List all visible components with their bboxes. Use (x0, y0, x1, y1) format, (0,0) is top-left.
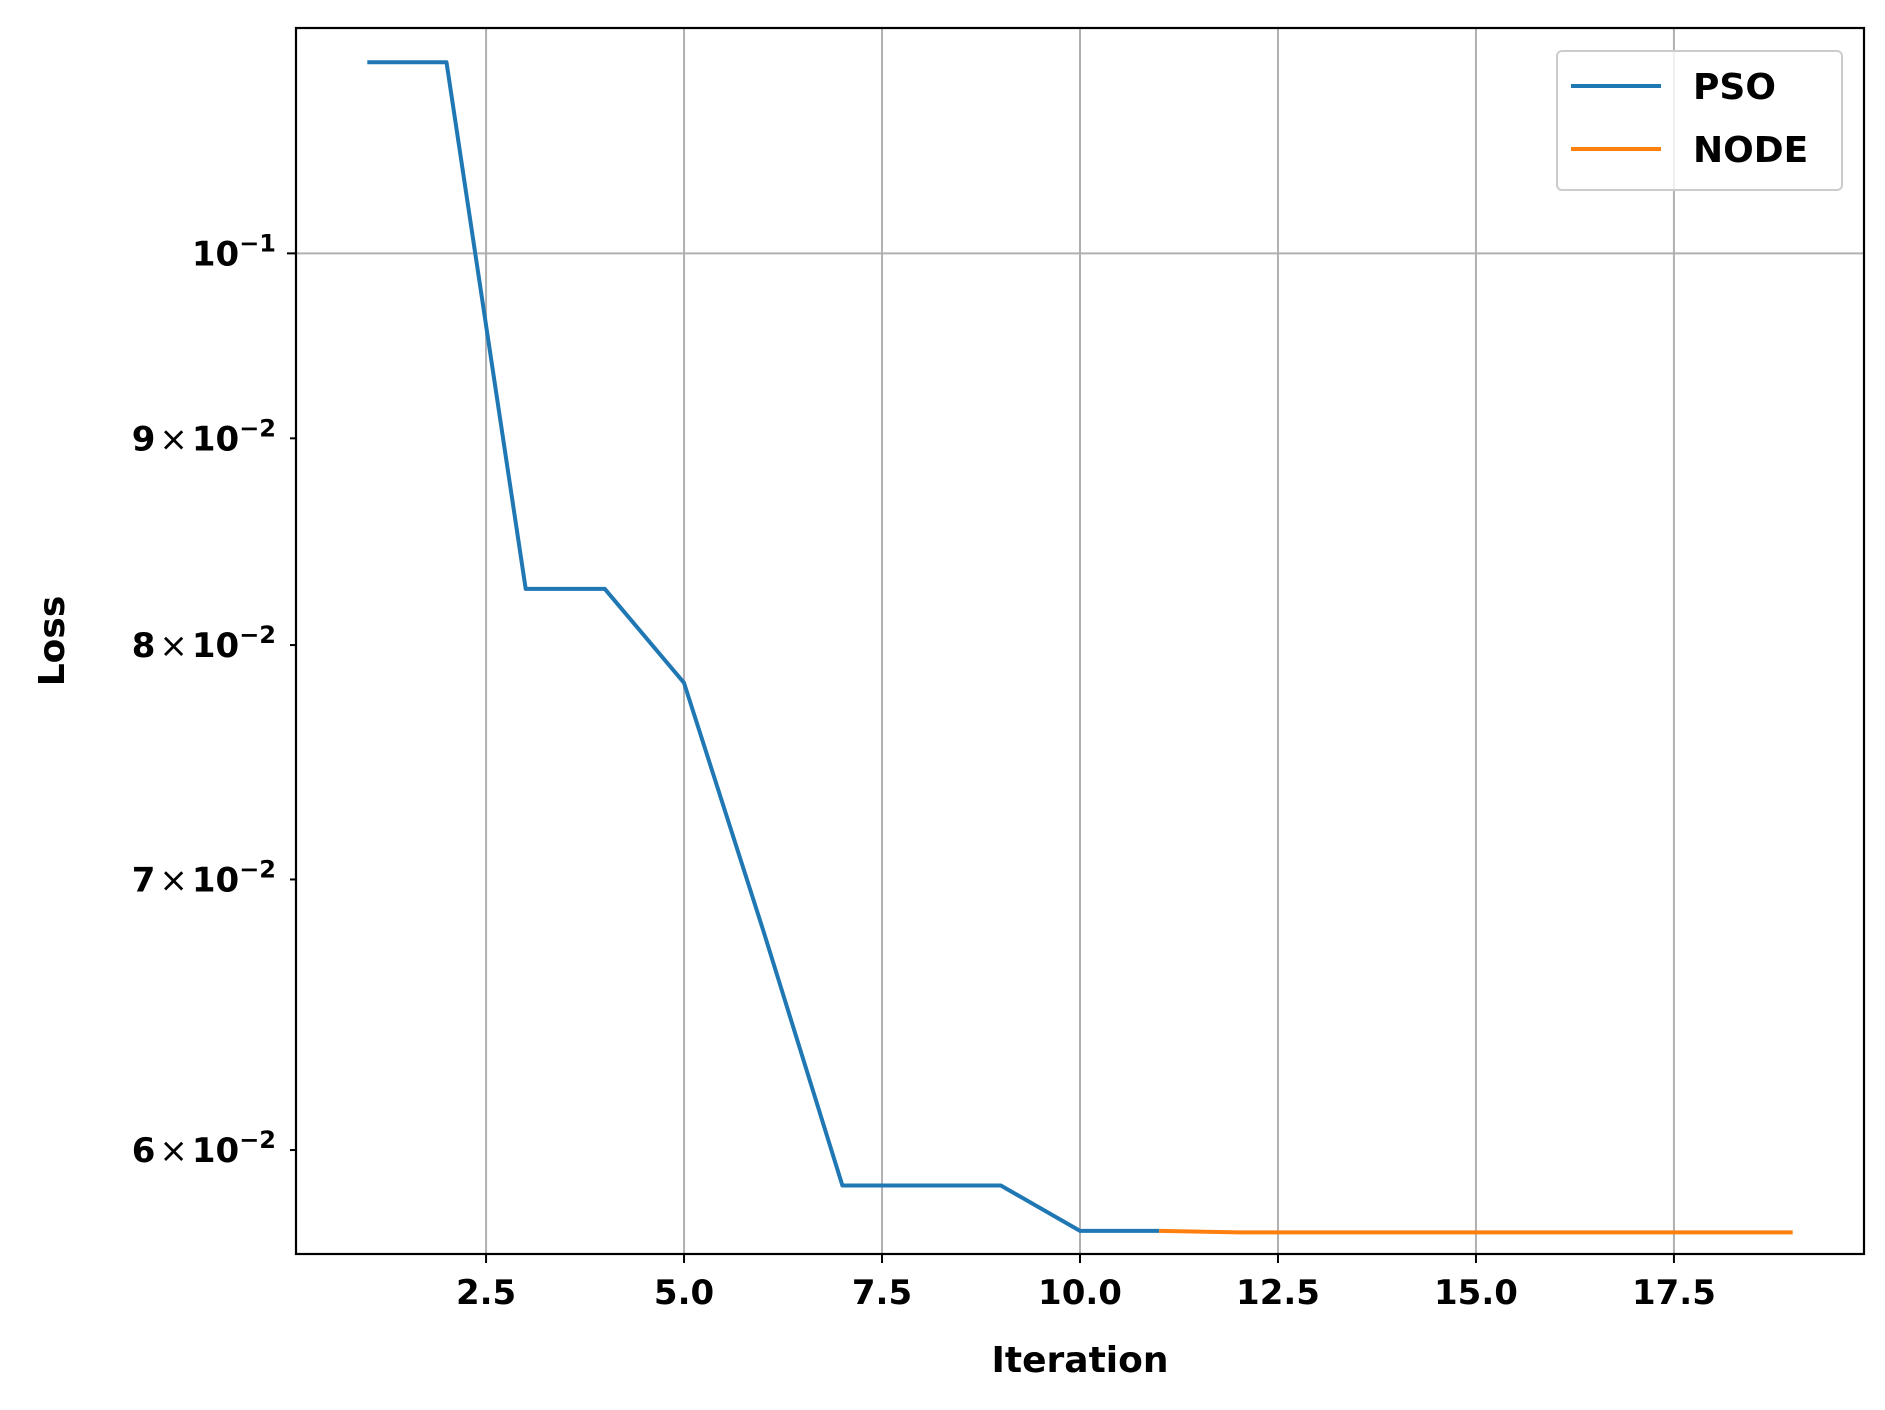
x-axis-tick-labels: 2.5 5.0 7.5 10.0 12.5 15.0 17.5 (456, 1273, 1716, 1313)
grid (296, 28, 1864, 1254)
y-tick-label: 7 × 10−2 (132, 855, 276, 900)
y-tick-mantissa: 7 (132, 860, 156, 900)
y-tick-times-sign: × (159, 1131, 188, 1171)
y-tick-mantissa: 6 (132, 1131, 156, 1171)
legend: PSO NODE (1556, 50, 1843, 191)
y-tick-base: 10 (192, 234, 239, 274)
y-tick-base: 10 (192, 1131, 239, 1171)
series-line-node (1159, 1228, 1793, 1235)
y-tick-mantissa: 9 (132, 419, 156, 459)
series-line-pso (367, 60, 1160, 1233)
y-tick-base: 10 (192, 860, 239, 900)
x-tick-label: 12.5 (1236, 1273, 1320, 1313)
y-tick-exponent: −2 (239, 1126, 276, 1154)
y-tick-exponent: −2 (239, 855, 276, 883)
x-tick-label: 10.0 (1038, 1273, 1122, 1313)
y-tick-label: 9 × 10−2 (132, 414, 276, 459)
y-tick-label: 10−1 (192, 229, 276, 274)
axis-ticks (287, 252, 1675, 1263)
x-tick-label: 5.0 (654, 1273, 714, 1313)
y-tick-times-sign: × (159, 626, 188, 666)
y-tick-label: 8 × 10−2 (132, 621, 276, 666)
y-tick-base: 10 (192, 419, 239, 459)
legend-label-pso: PSO (1693, 67, 1776, 108)
y-tick-exponent: −2 (239, 414, 276, 442)
x-tick-label: 17.5 (1632, 1273, 1716, 1313)
x-axis-title: Iteration (992, 1340, 1169, 1381)
y-axis-title: Loss (32, 596, 73, 687)
legend-label-node: NODE (1693, 130, 1808, 171)
series-lines (367, 60, 1793, 1235)
y-axis-tick-labels: 6 × 10−27 × 10−28 × 10−29 × 10−210−1 (132, 229, 276, 1171)
y-tick-exponent: −2 (239, 621, 276, 649)
x-tick-label: 15.0 (1434, 1273, 1518, 1313)
y-tick-label: 6 × 10−2 (132, 1126, 276, 1171)
y-tick-exponent: −1 (239, 229, 276, 257)
y-tick-times-sign: × (159, 419, 188, 459)
x-tick-label: 2.5 (456, 1273, 516, 1313)
y-tick-mantissa: 8 (132, 626, 156, 666)
y-tick-base: 10 (192, 626, 239, 666)
x-tick-label: 7.5 (852, 1273, 912, 1313)
y-tick-times-sign: × (159, 860, 188, 900)
